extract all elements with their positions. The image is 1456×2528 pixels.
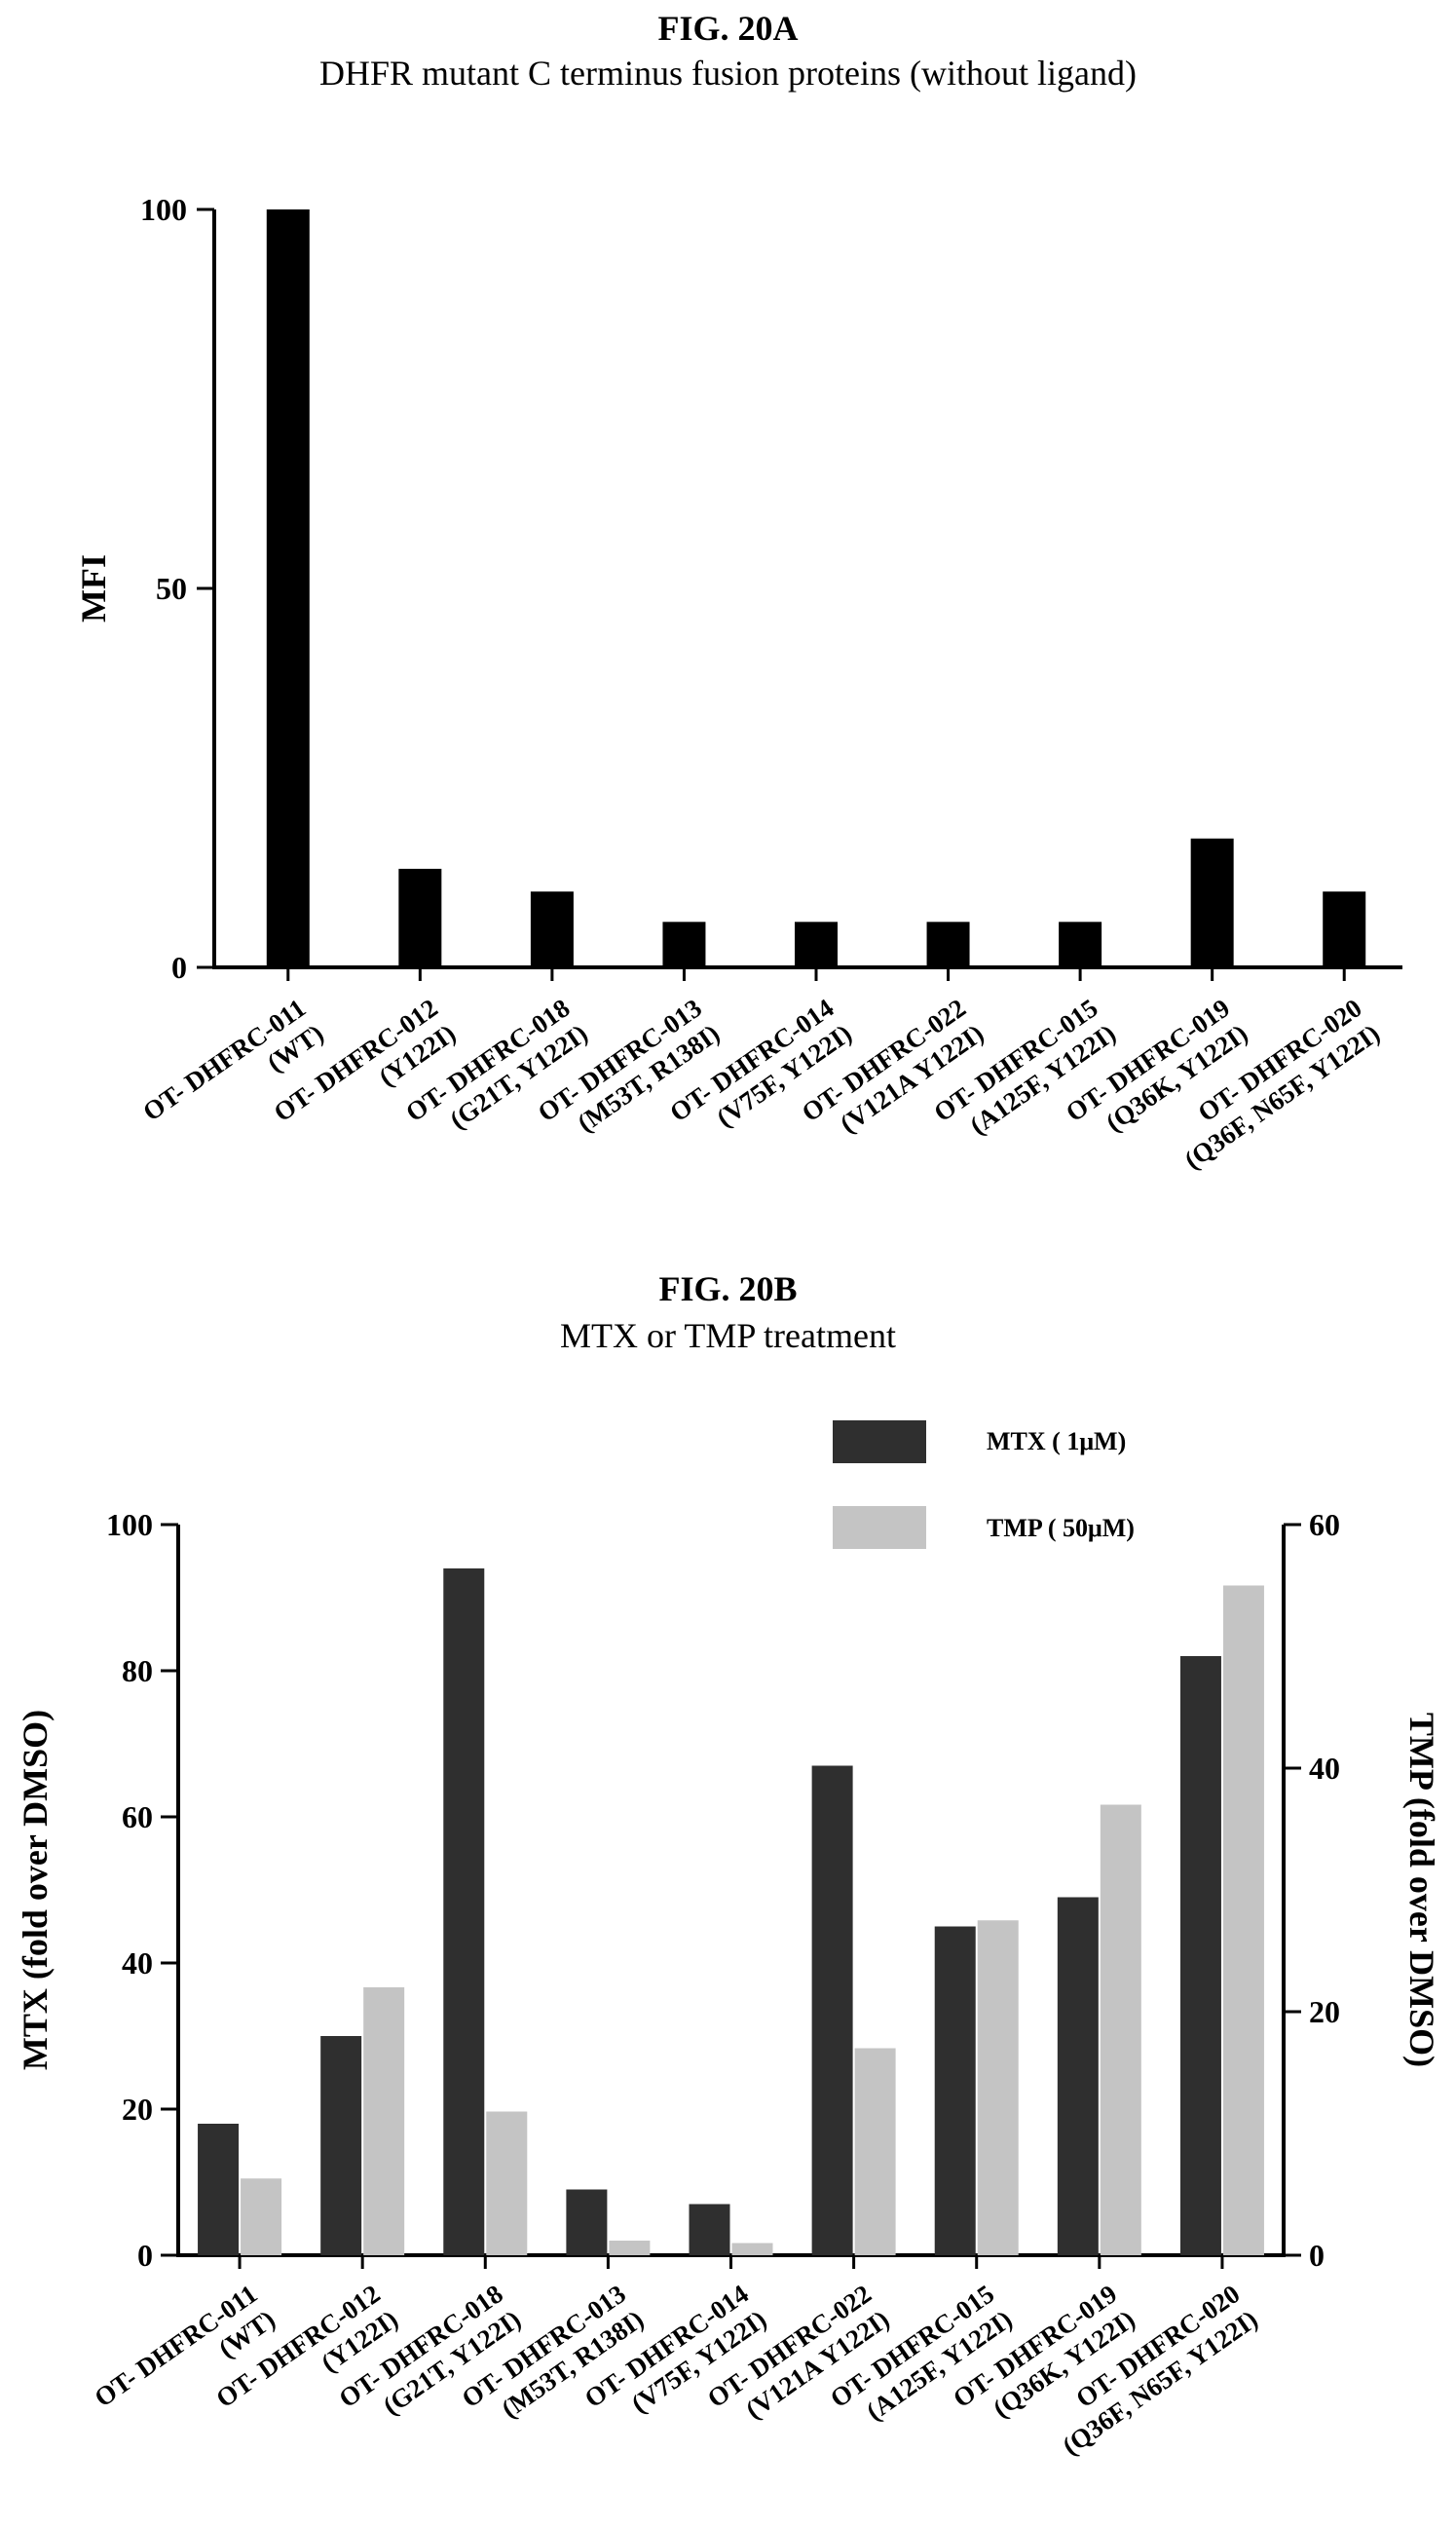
x-tick-label-0: OT- DHFRC-011(WT)	[90, 2279, 280, 2412]
bar-tmp-5	[854, 2048, 896, 2255]
bar-tmp-4	[731, 2243, 773, 2255]
bar-7	[1190, 838, 1234, 967]
bar-tmp-8	[1222, 1585, 1264, 2255]
y-left-tick-label-1: 20	[122, 2092, 153, 2127]
bar-mtx-1	[320, 2036, 362, 2255]
bar-tmp-2	[486, 2111, 528, 2255]
y-right-tick-label-2: 40	[1309, 1751, 1340, 1786]
y-left-tick-label-0: 0	[137, 2238, 153, 2273]
legend-label-mtx: MTX ( 1μM)	[987, 1427, 1126, 1455]
bar-mtx-6	[934, 1926, 976, 2255]
bar-8	[1323, 891, 1366, 967]
bar-1	[398, 868, 442, 967]
y-right-tick-label-3: 60	[1309, 1507, 1340, 1542]
y-tick-label-1: 50	[156, 571, 187, 606]
bar-tmp-0	[241, 2178, 282, 2255]
bar-3	[662, 922, 706, 967]
legend-swatch-tmp	[833, 1506, 926, 1549]
x-tick-label-0: OT- DHFRC-011(WT)	[137, 993, 328, 1126]
legend-swatch-mtx	[833, 1420, 926, 1463]
y-right-tick-label-0: 0	[1309, 2238, 1325, 2273]
y-tick-label-2: 100	[140, 192, 187, 227]
bar-tmp-3	[609, 2241, 651, 2255]
y-tick-label-0: 0	[171, 950, 187, 985]
fig-20b-title: MTX or TMP treatment	[560, 1316, 896, 1355]
bar-5	[926, 922, 970, 967]
y-left-tick-label-2: 40	[122, 1945, 153, 1981]
bar-mtx-7	[1057, 1897, 1099, 2255]
fig-20b-label: FIG. 20B	[658, 1269, 798, 1308]
bar-mtx-2	[443, 1568, 485, 2255]
bar-mtx-8	[1179, 1656, 1221, 2255]
y-left-tick-label-3: 60	[122, 1799, 153, 1834]
bar-mtx-4	[689, 2204, 730, 2255]
chart-20b: 0 20 40 60 80 100 0 20 40 60 MTX (fold over DMSO) T…	[16, 1420, 1441, 2461]
bar-2	[530, 891, 574, 967]
y-axis-label: MFI	[74, 554, 113, 623]
y-left-tick-label-5: 100	[106, 1507, 153, 1542]
bar-mtx-3	[566, 2189, 608, 2255]
bar-4	[795, 922, 838, 967]
bar-6	[1059, 922, 1102, 967]
legend-label-tmp: TMP ( 50μM)	[987, 1514, 1135, 1542]
bar-mtx-0	[198, 2124, 240, 2255]
bar-tmp-1	[363, 1987, 405, 2255]
fig-20a-title: DHFR mutant C terminus fusion proteins (…	[319, 54, 1137, 93]
y-axis-right-label: TMP (fold over DMSO)	[1402, 1713, 1441, 2067]
bar-tmp-6	[977, 1920, 1019, 2255]
y-axis-left-label: MTX (fold over DMSO)	[16, 1710, 55, 2070]
bar-tmp-7	[1100, 1804, 1141, 2255]
bar-mtx-5	[811, 1765, 853, 2255]
y-left-tick-label-4: 80	[122, 1653, 153, 1688]
bar-0	[266, 209, 310, 967]
fig-20a-label: FIG. 20A	[657, 9, 799, 48]
y-right-tick-label-1: 20	[1309, 1994, 1340, 2029]
